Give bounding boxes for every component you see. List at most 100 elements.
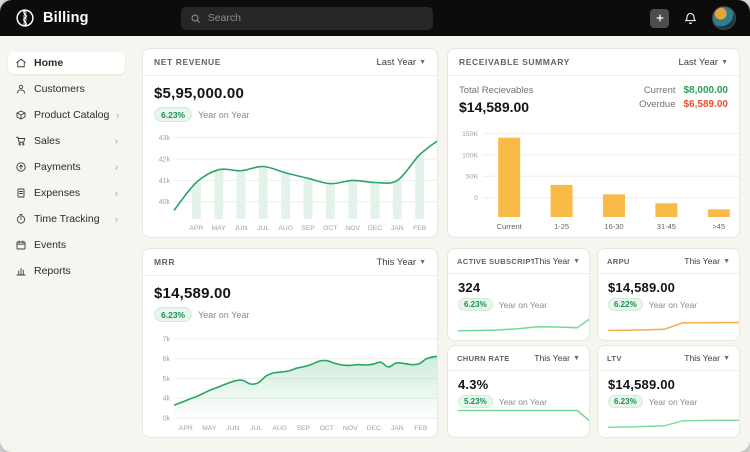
svg-text:16-30: 16-30 [604, 222, 623, 231]
sidebar-item-label: Events [34, 239, 67, 251]
sidebar-item-label: Sales [34, 135, 61, 147]
ltv-value: $14,589.00 [608, 377, 676, 392]
growth-badge: 6.22% [608, 298, 643, 311]
arpu-period-select[interactable]: This Year ▼ [684, 256, 730, 266]
active-subscriptions-period-select[interactable]: This Year ▼ [534, 256, 580, 266]
current-label: Current [643, 85, 676, 96]
arpu-value: $14,589.00 [608, 280, 676, 295]
svg-text:SEP: SEP [301, 225, 315, 232]
svg-text:40k: 40k [159, 199, 171, 206]
yoy-label: Year on Year [498, 299, 548, 310]
svg-text:APR: APR [189, 225, 203, 232]
net-revenue-value: $5,95,000.00 [154, 85, 244, 102]
sidebar-item-events[interactable]: Events [8, 234, 125, 256]
topbar: Billing [0, 0, 750, 36]
churn-rate-sparkline [457, 409, 589, 422]
svg-text:MAY: MAY [202, 425, 217, 432]
churn-rate-period-select[interactable]: This Year ▼ [534, 353, 580, 363]
chevron-down-icon: ▼ [573, 354, 580, 362]
growth-badge: 6.23% [154, 107, 193, 122]
svg-text:MAY: MAY [212, 225, 227, 232]
net-revenue-chart: 43k 42k 41k 40k APR MAY JUN JUL AUG SEP OCT NOV DEC J… [159, 135, 437, 232]
svg-text:0: 0 [474, 195, 478, 202]
receivable-period-select[interactable]: Last Year ▼ [678, 56, 728, 68]
sidebar-item-product-catalog[interactable]: Product Catalog › [8, 104, 125, 126]
search-box[interactable] [180, 6, 433, 30]
yoy-label: Year on Year [498, 396, 548, 407]
svg-text:SEP: SEP [296, 425, 310, 432]
bell-icon [684, 12, 697, 24]
svg-text:AUG: AUG [272, 425, 287, 432]
search-icon [190, 13, 201, 24]
yoy-label: Year on Year [648, 299, 698, 310]
mrr-card: MRR This Year ▼ $14,589.00 6.23% Year on … [142, 248, 438, 438]
chevron-right-icon: › [115, 136, 118, 146]
sidebar-item-label: Time Tracking [34, 213, 100, 225]
sidebar-item-expenses[interactable]: Expenses › [8, 182, 125, 204]
arpu-sparkline [607, 321, 739, 332]
card-title: CHURN RATE [457, 353, 510, 363]
sales-cart-icon [15, 135, 27, 147]
growth-badge: 6.23% [154, 307, 193, 322]
notifications-button[interactable] [683, 11, 698, 26]
growth-badge: 5.23% [458, 395, 493, 408]
reports-icon [15, 265, 27, 277]
svg-text:>45: >45 [712, 222, 725, 231]
svg-text:DEC: DEC [367, 425, 381, 432]
sidebar-item-label: Product Catalog [34, 109, 110, 121]
svg-text:100K: 100K [462, 152, 478, 159]
add-new-button[interactable] [650, 8, 669, 28]
mrr-period-select[interactable]: This Year ▼ [376, 256, 426, 268]
sidebar-item-time-tracking[interactable]: Time Tracking › [8, 208, 125, 230]
svg-text:1-25: 1-25 [554, 222, 569, 231]
receivable-aging-chart: 150K 100K 50K 0 Current 1-25 16-30 31-45 >45 [462, 131, 739, 231]
yoy-label: Year on Year [198, 309, 250, 320]
svg-text:JAN: JAN [391, 425, 404, 432]
net-revenue-period-select[interactable]: Last Year ▼ [376, 56, 426, 68]
yoy-label: Year on Year [648, 396, 698, 407]
sidebar-item-reports[interactable]: Reports [8, 260, 125, 282]
net-revenue-card: NET REVENUE Last Year ▼ $5,95,000.00 6.23… [142, 48, 438, 238]
user-avatar[interactable] [712, 6, 736, 30]
svg-text:FEB: FEB [414, 425, 428, 432]
chevron-right-icon: › [115, 162, 118, 172]
sidebar-item-payments[interactable]: Payments › [8, 156, 125, 178]
time-tracking-icon [15, 213, 27, 225]
main-content: NET REVENUE Last Year ▼ $5,95,000.00 6.23… [133, 36, 750, 452]
chevron-down-icon: ▼ [723, 354, 730, 362]
active-subscriptions-sparkline [457, 318, 589, 332]
search-input[interactable] [207, 12, 424, 24]
svg-text:FEB: FEB [413, 225, 427, 232]
churn-rate-card: CHURN RATE This Year ▼ 4.3% 5.23% Year on… [447, 345, 590, 438]
yoy-label: Year on Year [198, 109, 250, 120]
card-title: ACTIVE SUBSCRIPTIONS [457, 256, 534, 266]
sidebar: Home Customers Product Catalog › Sales › Payme… [0, 36, 133, 452]
payments-icon [15, 161, 27, 173]
expenses-icon [15, 187, 27, 199]
svg-text:DEC: DEC [368, 225, 382, 232]
ltv-period-select[interactable]: This Year ▼ [684, 353, 730, 363]
sidebar-item-home[interactable]: Home [8, 52, 125, 74]
svg-text:JUL: JUL [250, 425, 262, 432]
sidebar-item-label: Home [34, 57, 64, 69]
svg-text:Current: Current [497, 222, 523, 231]
sidebar-item-customers[interactable]: Customers [8, 78, 125, 100]
card-title: MRR [154, 257, 176, 267]
receivable-summary-card: RECEIVABLE SUMMARY Last Year ▼ Total Reci… [447, 48, 740, 238]
chevron-down-icon: ▼ [419, 258, 426, 266]
plus-icon [656, 14, 663, 22]
card-title: RECEIVABLE SUMMARY [459, 57, 570, 67]
svg-text:NOV: NOV [343, 425, 358, 432]
sidebar-item-sales[interactable]: Sales › [8, 130, 125, 152]
active-subscriptions-card: ACTIVE SUBSCRIPTIONS This Year▼ 324 6.23… [447, 248, 590, 341]
svg-text:JUN: JUN [234, 225, 247, 232]
chevron-down-icon: ▼ [419, 58, 426, 66]
mrr-value: $14,589.00 [154, 285, 232, 302]
svg-text:150K: 150K [462, 131, 478, 138]
sidebar-item-label: Payments [34, 161, 81, 173]
svg-text:OCT: OCT [323, 225, 337, 232]
events-calendar-icon [15, 239, 27, 251]
chevron-down-icon: ▼ [721, 58, 728, 66]
customers-icon [15, 83, 27, 95]
sidebar-item-label: Reports [34, 265, 71, 277]
